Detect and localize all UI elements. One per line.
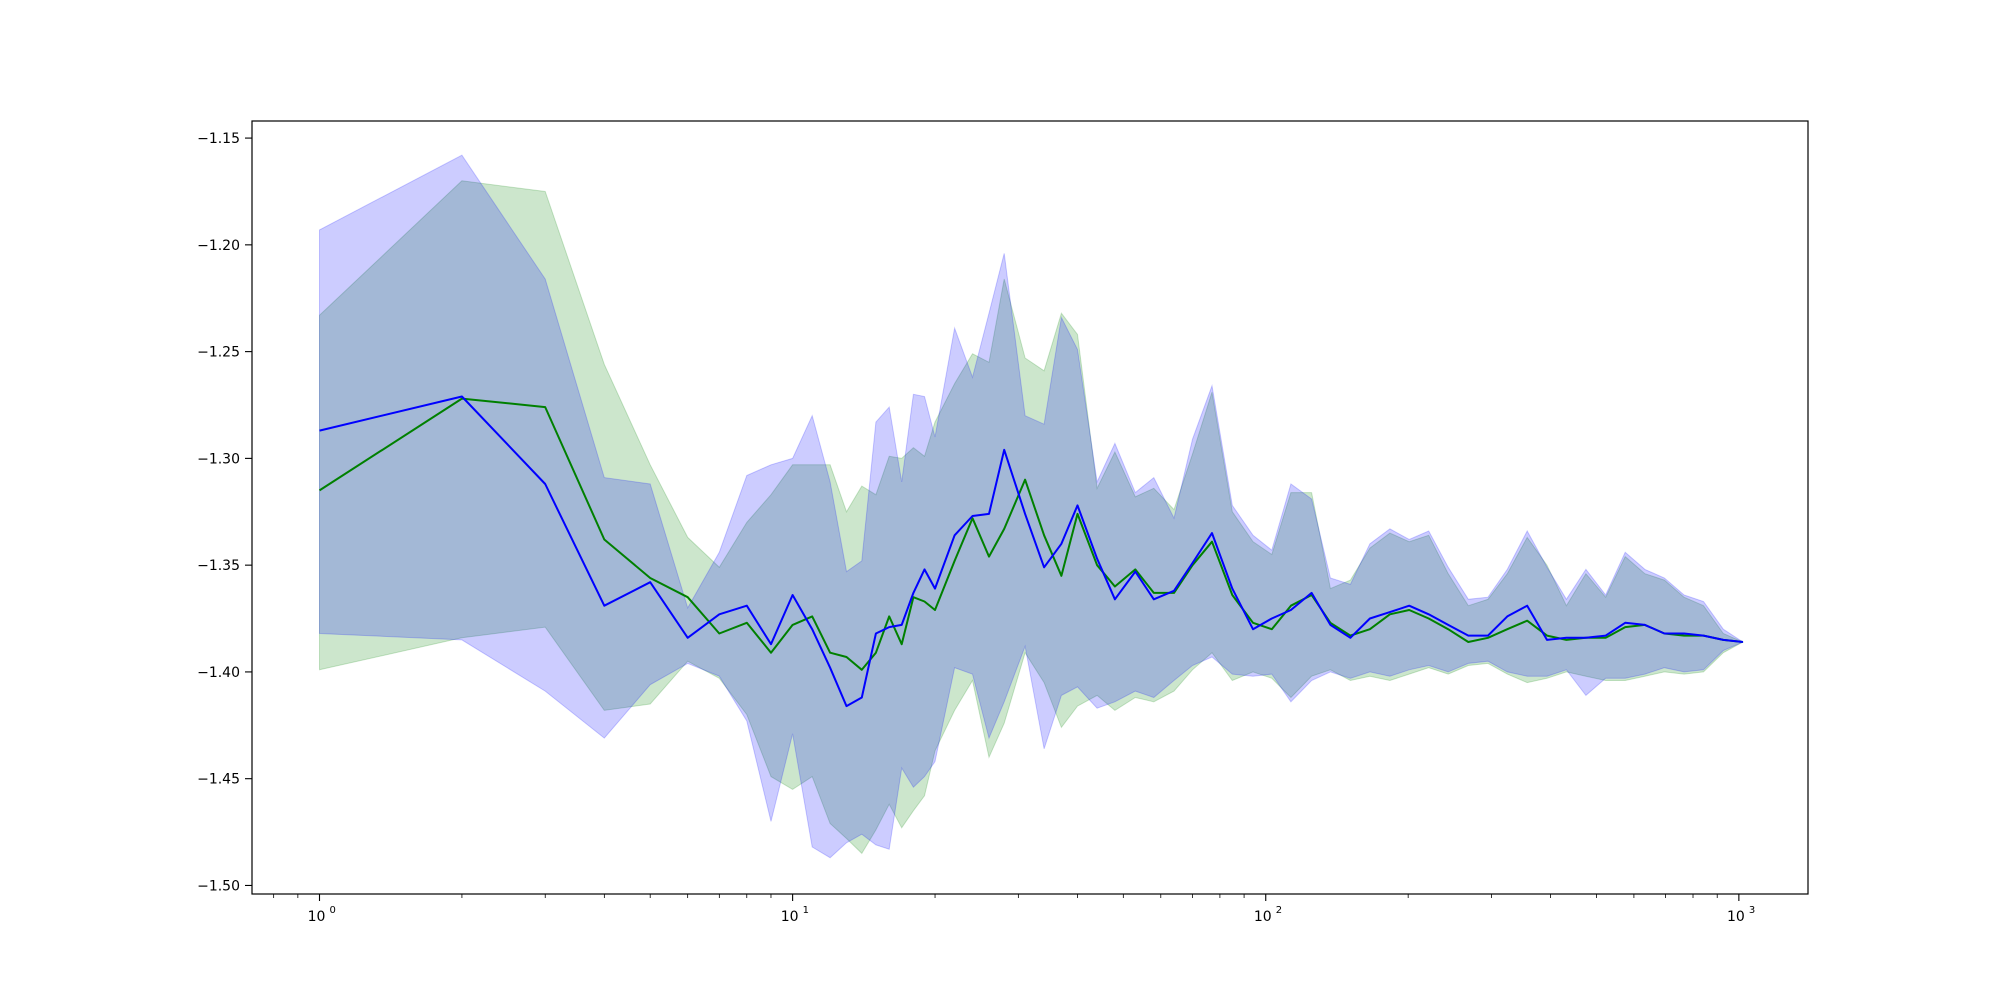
x-axis: 10 0 10 1 10 2 10 3 (273, 894, 1755, 925)
x-tick-label: 10 (308, 909, 326, 925)
y-tick-label: −1.25 (197, 345, 240, 361)
blue-series-line (319, 395, 1744, 708)
x-tick-exponent: 1 (803, 905, 809, 916)
y-tick-label: −1.30 (197, 451, 240, 467)
x-tick-exponent: 2 (1276, 905, 1282, 916)
blue-confidence-band (319, 154, 1744, 859)
x-tick-exponent: 3 (1749, 905, 1755, 916)
x-tick-label: 10 (781, 909, 799, 925)
y-tick-label: −1.20 (197, 238, 240, 254)
x-tick-label: 10 (1254, 909, 1272, 925)
axes-frame (251, 120, 1809, 895)
green-confidence-band (319, 180, 1745, 855)
series-lines (318, 395, 1744, 708)
y-axis: −1.15 −1.20 −1.25 −1.30 −1.35 −1.40 −1.45 −1.50 (197, 131, 252, 894)
x-tick-exponent: 0 (329, 905, 335, 916)
x-tick-label: 10 (1727, 909, 1745, 925)
y-tick-label: −1.45 (197, 772, 240, 788)
y-tick-label: −1.15 (197, 131, 240, 147)
y-tick-label: −1.50 (197, 878, 240, 894)
plot-area (318, 154, 1745, 859)
confidence-bands (319, 154, 1745, 859)
y-tick-label: −1.40 (197, 665, 240, 681)
y-tick-label: −1.35 (197, 558, 240, 574)
